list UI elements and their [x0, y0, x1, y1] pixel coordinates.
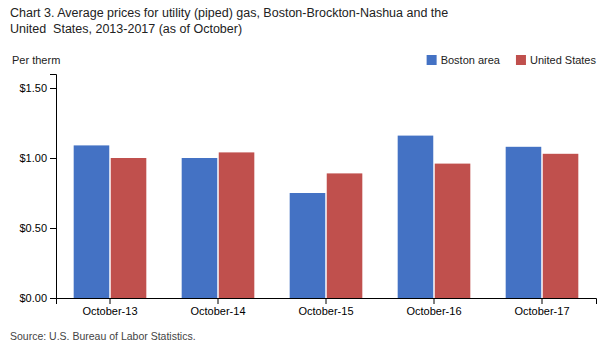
bar	[398, 136, 434, 298]
x-axis: October-13 October-14 October-15 October-16…	[57, 298, 597, 317]
tick-label: October-13	[82, 305, 137, 317]
tick: $0.50	[19, 222, 56, 234]
tick-mark	[542, 298, 543, 304]
y-axis: $0.00 $0.50 $1.00 $1.50	[19, 75, 56, 305]
bar	[435, 164, 471, 298]
legend: Boston area United States	[427, 54, 597, 66]
tick: $1.50	[19, 82, 56, 94]
tick-mark	[50, 158, 56, 159]
tick: $0.00	[19, 292, 56, 304]
legend-label: Boston area	[441, 54, 501, 66]
bar	[290, 193, 326, 298]
tick-mark	[110, 298, 111, 304]
tick-label: October-15	[298, 305, 353, 317]
bar	[182, 158, 218, 298]
legend-swatch	[427, 55, 437, 65]
tick-mark	[434, 298, 435, 304]
bars	[74, 136, 579, 298]
plot: $0.00 $0.50 $1.00 $1.50 October-13 October-14…	[19, 75, 596, 317]
tick: October-15	[298, 298, 353, 317]
chart: Chart 3. Average prices for utility (pip…	[0, 0, 612, 348]
tick-label: October-17	[514, 305, 569, 317]
tick: October-14	[190, 298, 245, 317]
tick-mark	[50, 298, 56, 299]
tick-mark	[50, 88, 56, 89]
legend-swatch	[516, 55, 526, 65]
legend-item: Boston area	[427, 54, 501, 66]
bar	[111, 158, 147, 298]
tick-label: $1.50	[19, 82, 47, 94]
tick-label: $0.50	[19, 222, 47, 234]
tick: $1.00	[19, 152, 56, 164]
legend-item: United States	[516, 54, 597, 66]
legend-label: United States	[530, 54, 597, 66]
bar	[74, 145, 110, 298]
bar	[543, 154, 579, 298]
bar	[327, 173, 363, 298]
source: Source: U.S. Bureau of Labor Statistics.	[10, 330, 196, 342]
bar	[506, 147, 542, 298]
title: Chart 3. Average prices for utility (pip…	[10, 6, 448, 20]
axis-line	[57, 299, 597, 305]
tick-mark	[218, 298, 219, 304]
axis-line	[50, 75, 57, 299]
tick-label: October-14	[190, 305, 245, 317]
tick-mark	[50, 228, 56, 229]
tick-label: October-16	[406, 305, 461, 317]
tick: October-16	[406, 298, 461, 317]
tick-label: $1.00	[19, 152, 47, 164]
title: United States, 2013-2017 (as of October)	[10, 22, 242, 36]
tick-label: $0.00	[19, 292, 47, 304]
bar	[219, 152, 255, 298]
tick: October-17	[514, 298, 569, 317]
y-axis-label: Per therm	[12, 54, 60, 66]
tick: October-13	[82, 298, 137, 317]
tick-mark	[326, 298, 327, 304]
